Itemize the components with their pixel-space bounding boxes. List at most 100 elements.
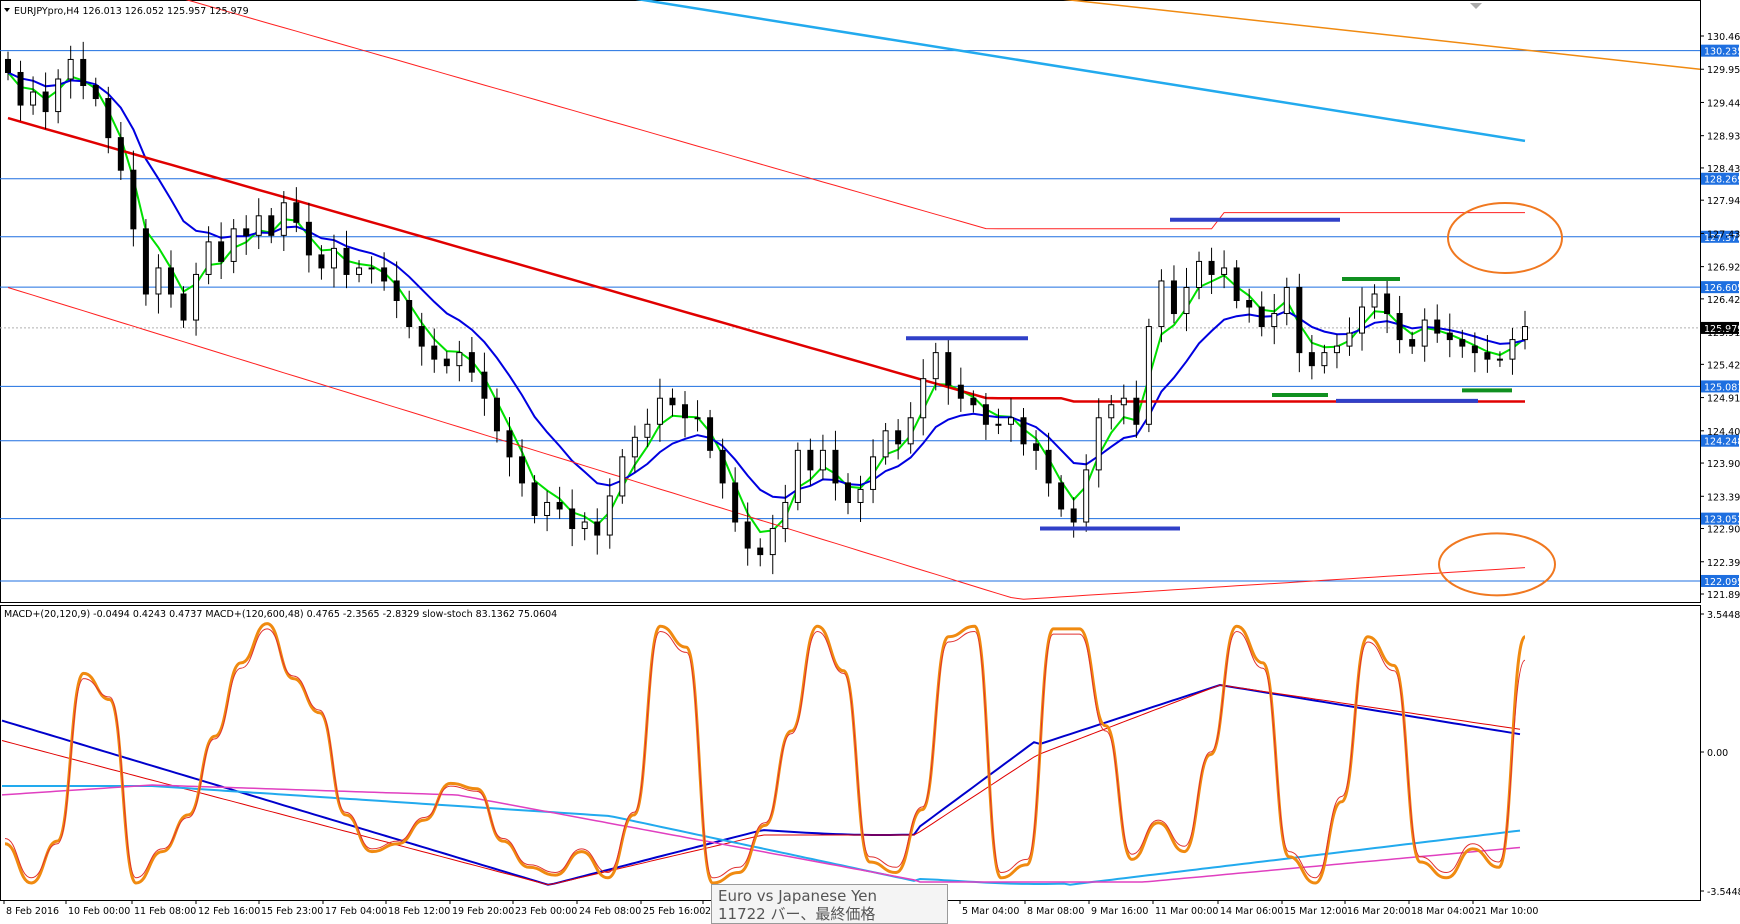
candle-up	[770, 529, 775, 555]
candle-up	[933, 353, 938, 379]
candle-up	[331, 248, 336, 268]
candle-down	[1472, 346, 1477, 353]
time-tick-label: 12 Feb 16:00	[198, 906, 260, 917]
candle-up	[1109, 405, 1114, 418]
candle-down	[1209, 261, 1214, 274]
time-tick-label: 18 Mar 04:00	[1411, 906, 1474, 917]
candle-down	[407, 301, 412, 327]
candle-down	[670, 398, 675, 405]
candle-down	[1447, 333, 1452, 340]
price-level-tag-text: 122.095	[1704, 577, 1740, 588]
candle-up	[883, 431, 888, 457]
candle-down	[1059, 483, 1064, 509]
price-level-tag-text: 130.235	[1704, 47, 1740, 58]
candle-up	[1284, 287, 1289, 313]
price-tick-label: 122.900	[1707, 525, 1740, 536]
candle-down	[494, 398, 499, 431]
candle-down	[971, 398, 976, 405]
price-level-tag: 130.235	[1701, 45, 1740, 58]
candle-up	[1008, 418, 1013, 425]
candle-up	[645, 424, 650, 437]
time-tick-label: 16 Mar 20:00	[1347, 906, 1410, 917]
time-tick-label: 21 Mar 10:00	[1475, 906, 1538, 917]
candle-up	[582, 522, 587, 529]
candle-down	[958, 385, 963, 398]
candle-down	[131, 170, 136, 229]
symbol-tooltip: Euro vs Japanese Yen 11722 バー、最終価格 125.9…	[711, 884, 948, 924]
candle-down	[294, 203, 299, 223]
candle-up	[1184, 287, 1189, 313]
candle-up	[820, 450, 825, 470]
price-tick-label: 123.395	[1707, 492, 1740, 503]
candle-down	[181, 294, 186, 320]
candle-down	[344, 248, 349, 274]
time-tick-label: 24 Feb 08:00	[579, 906, 641, 917]
time-tick-label: 15 Feb 23:00	[261, 906, 323, 917]
time-tick-label: 17 Feb 04:00	[325, 906, 387, 917]
candle-up	[858, 489, 863, 502]
candle-down	[6, 59, 11, 72]
candle-up	[56, 79, 61, 112]
candle-up	[695, 418, 700, 419]
candle-up	[1523, 327, 1528, 340]
candle-down	[1460, 340, 1465, 347]
candle-down	[1309, 353, 1314, 366]
candle-up	[1497, 359, 1502, 360]
candle-up	[281, 203, 286, 236]
candle-down	[143, 229, 148, 294]
candle-down	[444, 359, 449, 366]
candle-down	[1034, 444, 1039, 451]
candle-up	[1360, 307, 1365, 333]
price-level-tag-text: 128.269	[1704, 175, 1740, 186]
candle-down	[983, 405, 988, 425]
time-tick-label: 14 Mar 06:00	[1220, 906, 1283, 917]
candle-down	[845, 483, 850, 503]
candle-up	[256, 216, 261, 236]
candle-up	[68, 59, 73, 79]
candle-down	[745, 522, 750, 548]
candle-up	[1159, 281, 1164, 327]
candle-up	[783, 502, 788, 528]
candle-down	[168, 268, 173, 294]
time-tick-label: 8 Feb 2016	[6, 906, 59, 917]
candle-down	[733, 483, 738, 522]
price-tick-label: 127.430	[1707, 229, 1740, 240]
candle-up	[921, 379, 926, 418]
price-tick-label: 129.950	[1707, 65, 1740, 76]
candle-up	[194, 274, 199, 320]
tooltip-detail: 11722 バー、最終価格 125.97800	[718, 905, 941, 924]
candle-down	[432, 346, 437, 359]
candle-down	[244, 229, 249, 236]
candle-up	[1222, 268, 1227, 275]
main-info-label: EURJPYpro,H4 126.013 126.052 125.957 125…	[14, 6, 249, 17]
candle-down	[1410, 340, 1415, 347]
candle-up	[31, 92, 36, 105]
price-tick-label: 128.930	[1707, 132, 1740, 143]
time-tick-label: 5 Mar 04:00	[962, 906, 1019, 917]
candle-down	[946, 353, 951, 386]
price-tick-label: 125.420	[1707, 360, 1740, 371]
price-level-tag: 122.095	[1701, 575, 1740, 588]
candle-up	[1146, 327, 1151, 425]
candle-down	[532, 483, 537, 516]
candle-down	[1171, 281, 1176, 314]
candle-up	[1197, 261, 1202, 287]
candle-down	[18, 72, 23, 105]
indicator-tick-label: 3.5448	[1707, 610, 1740, 621]
candle-down	[1259, 307, 1264, 327]
candle-down	[683, 405, 688, 418]
candle-down	[81, 59, 86, 85]
candle-down	[1071, 509, 1076, 522]
candle-down	[1435, 320, 1440, 333]
candle-up	[1510, 340, 1515, 360]
candle-down	[482, 372, 487, 398]
indicator-tick-label: -3.5448	[1707, 887, 1740, 898]
candle-down	[557, 502, 562, 509]
candle-down	[520, 457, 525, 483]
price-tick-label: 126.920	[1707, 263, 1740, 274]
candle-up	[1272, 314, 1277, 327]
candle-up	[457, 353, 462, 366]
price-level-tag: 126.605	[1701, 281, 1740, 294]
price-tick-label: 126.425	[1707, 295, 1740, 306]
candle-up	[620, 457, 625, 496]
